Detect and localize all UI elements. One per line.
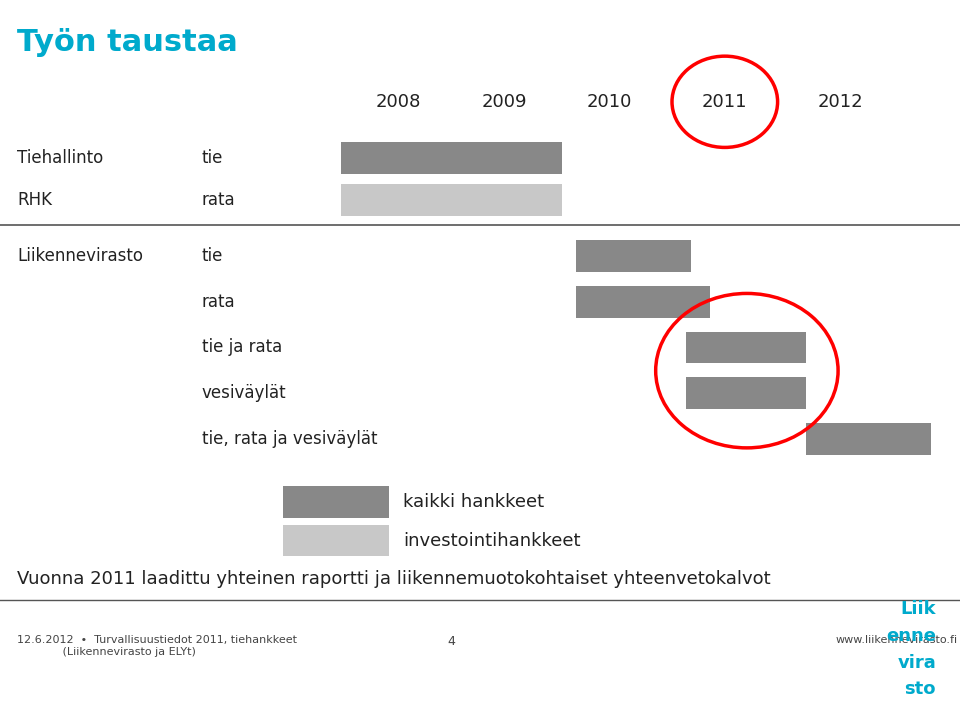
FancyBboxPatch shape	[283, 486, 389, 518]
FancyBboxPatch shape	[806, 423, 931, 455]
FancyBboxPatch shape	[576, 286, 710, 317]
Text: Liik: Liik	[900, 600, 936, 618]
Text: vesiväylät: vesiväylät	[202, 384, 286, 402]
FancyBboxPatch shape	[686, 332, 806, 364]
FancyBboxPatch shape	[283, 525, 389, 556]
Text: rata: rata	[202, 293, 235, 311]
Text: tie, rata ja vesiväylät: tie, rata ja vesiväylät	[202, 430, 377, 448]
Text: 2009: 2009	[481, 93, 527, 111]
Text: kaikki hankkeet: kaikki hankkeet	[403, 493, 544, 511]
Text: rata: rata	[202, 191, 235, 209]
FancyBboxPatch shape	[576, 240, 691, 272]
Text: 4: 4	[447, 635, 455, 649]
Text: tie: tie	[202, 149, 223, 167]
Text: Työn taustaa: Työn taustaa	[17, 28, 238, 57]
FancyBboxPatch shape	[341, 184, 562, 216]
Text: tie ja rata: tie ja rata	[202, 338, 282, 357]
Text: tie: tie	[202, 247, 223, 265]
Text: Liikennevirasto: Liikennevirasto	[17, 247, 143, 265]
FancyBboxPatch shape	[341, 142, 562, 173]
Text: vira: vira	[898, 654, 936, 672]
Text: enne: enne	[886, 627, 936, 645]
Text: sto: sto	[904, 680, 936, 698]
Text: Vuonna 2011 laadittu yhteinen raportti ja liikennemuotokohtaiset yhteenvetokalvo: Vuonna 2011 laadittu yhteinen raportti j…	[17, 570, 771, 588]
Text: investointihankkeet: investointihankkeet	[403, 531, 581, 550]
Text: Tiehallinto: Tiehallinto	[17, 149, 104, 167]
Text: www.liikennevirasto.fi: www.liikennevirasto.fi	[835, 635, 957, 645]
Text: 12.6.2012  •  Turvallisuustiedot 2011, tiehankkeet
             (Liikennevirasto: 12.6.2012 • Turvallisuustiedot 2011, tie…	[17, 635, 298, 657]
Text: RHK: RHK	[17, 191, 52, 209]
FancyBboxPatch shape	[686, 378, 806, 409]
Text: 2010: 2010	[587, 93, 633, 111]
Text: 2011: 2011	[702, 93, 748, 111]
Text: 2012: 2012	[817, 93, 863, 111]
Text: 2008: 2008	[375, 93, 421, 111]
